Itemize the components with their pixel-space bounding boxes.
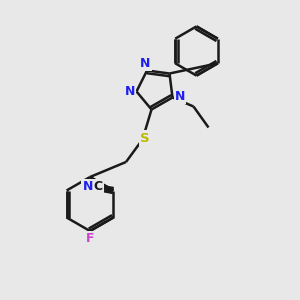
Text: N: N bbox=[140, 57, 151, 70]
Text: N: N bbox=[125, 85, 135, 98]
Text: N: N bbox=[175, 90, 185, 104]
Text: F: F bbox=[86, 232, 94, 245]
Text: N: N bbox=[82, 180, 93, 193]
Text: S: S bbox=[140, 131, 150, 145]
Text: C: C bbox=[94, 180, 103, 193]
